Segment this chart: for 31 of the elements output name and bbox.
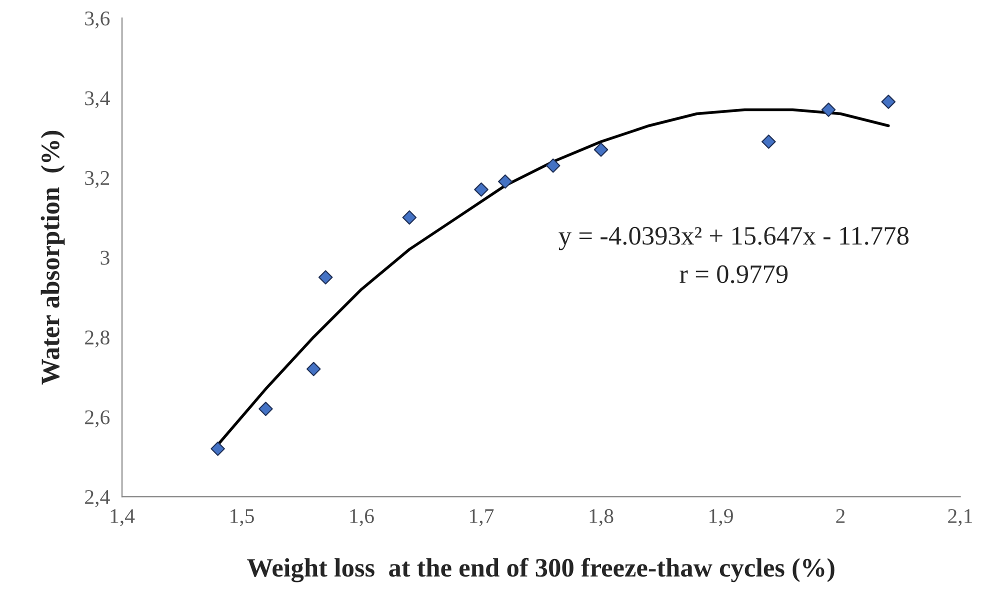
annotation: r = 0.9779 [680,265,788,284]
x-tick-label: 1,7 [470,509,494,526]
point [474,182,488,197]
annotation: y = -4.0393x² + 15.647x - 11.778 [558,226,908,250]
y-axis-title: Water absorption (%) [40,130,65,385]
x-tick-label: 1,9 [710,509,733,526]
x-tick-label: 1,6 [350,509,374,526]
point [498,174,512,189]
point [594,142,608,157]
point [318,270,333,284]
x-tick-label: 2 [836,509,845,523]
y-tick-label: 3 [100,250,110,265]
y-tick-label: 2,8 [85,330,110,348]
y-tick-label: 2,6 [85,410,110,428]
y-tick-label: 3,4 [85,91,110,108]
point [546,158,560,173]
point [306,362,321,376]
point [881,94,896,109]
x-tick-label: 1,8 [590,509,614,526]
x-axis-title: Weight loss at the end of 300 freeze-thaw cycles (%) [247,558,834,582]
point [762,134,776,149]
point [210,442,225,456]
y-tick-label: 3,2 [85,171,110,188]
point [821,102,836,117]
y-tick-label: 3,6 [85,11,110,28]
point [258,402,273,416]
x-tick-label: 1,4 [110,509,135,526]
y-tick-label: 2,4 [85,490,110,508]
point [402,210,417,225]
x-tick-label: 2,1 [948,509,972,526]
x-tick-label: 1,5 [230,509,254,526]
